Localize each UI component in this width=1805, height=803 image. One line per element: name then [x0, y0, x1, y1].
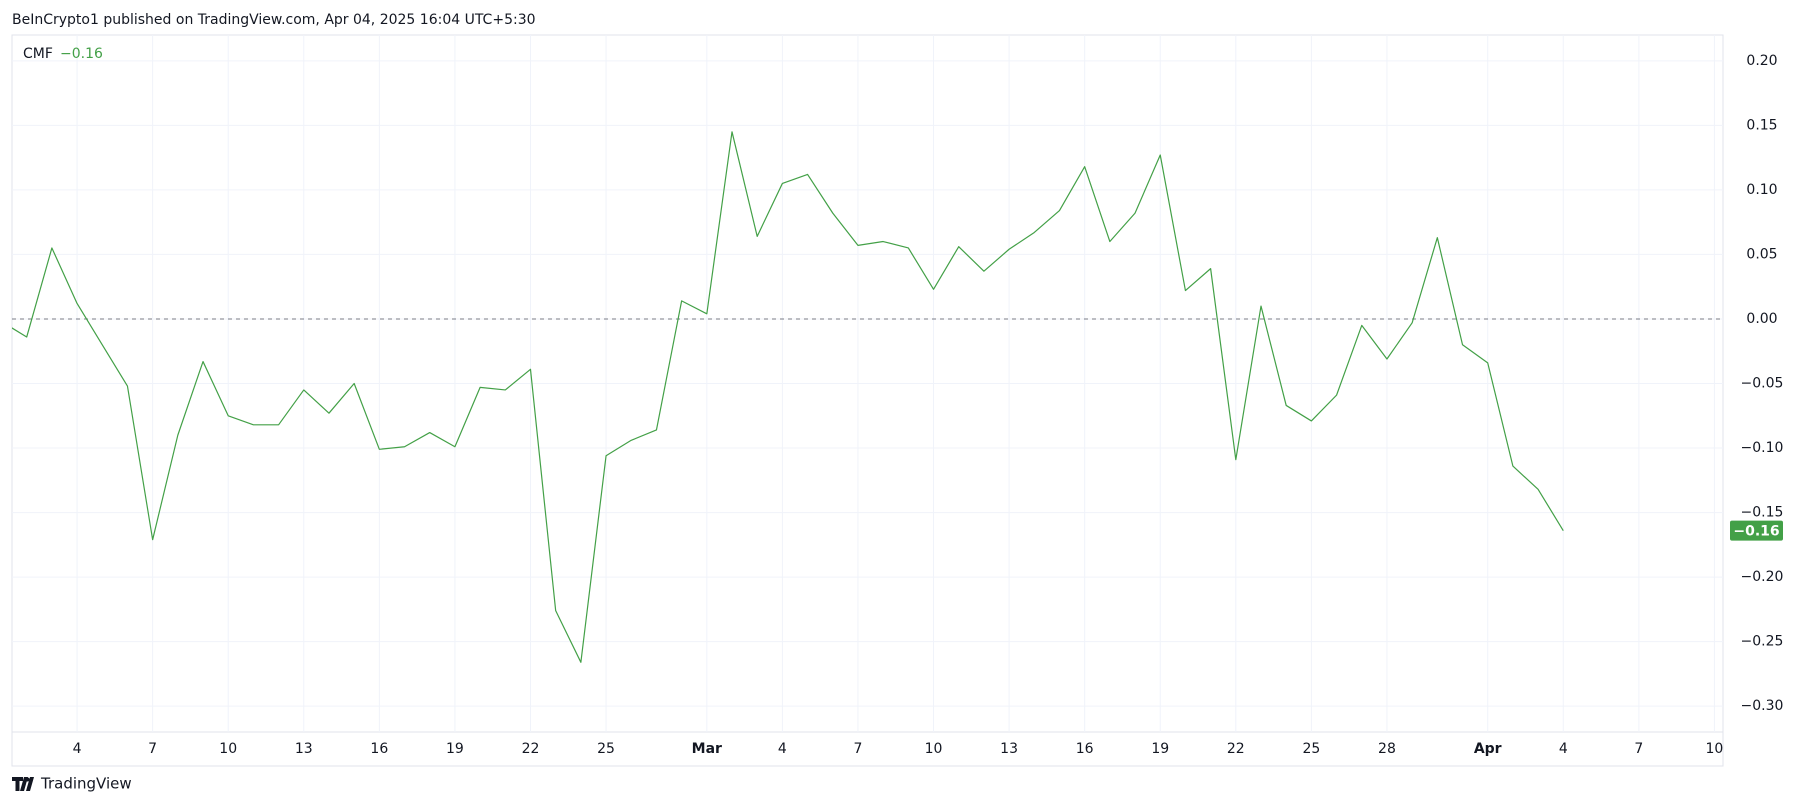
last-value-badge: [1730, 520, 1783, 541]
y-tick-label: −0.10: [1741, 440, 1784, 456]
last-value-label: −0.16: [1733, 524, 1779, 540]
x-tick-label: 4: [778, 741, 787, 757]
y-tick-label: −0.30: [1741, 698, 1784, 714]
y-tick-label: 0.05: [1746, 246, 1777, 262]
x-tick-label: 10: [1706, 741, 1724, 757]
x-tick-label: Mar: [692, 741, 722, 757]
y-tick-label: 0.10: [1746, 182, 1777, 198]
x-tick-label: 7: [853, 741, 862, 757]
x-tick-label: 16: [370, 741, 388, 757]
y-tick-label: 0.00: [1746, 311, 1777, 327]
x-tick-label: 25: [597, 741, 615, 757]
x-tick-label: 25: [1302, 741, 1320, 757]
x-tick-label: 16: [1076, 741, 1094, 757]
footer: TradingView: [40, 775, 132, 793]
x-tick-label: 10: [925, 741, 943, 757]
y-tick-label: −0.15: [1741, 505, 1784, 521]
legend-value: −0.16: [60, 46, 103, 62]
x-tick-label: 19: [446, 741, 464, 757]
x-tick-label: 22: [522, 741, 540, 757]
x-tick-label: 4: [1559, 741, 1568, 757]
y-tick-label: 0.20: [1746, 53, 1777, 69]
x-tick-label: 10: [219, 741, 237, 757]
tv-logo: [12, 777, 34, 791]
x-tick-label: 7: [148, 741, 157, 757]
x-tick-label: Apr: [1474, 741, 1502, 757]
x-tick-label: 13: [295, 741, 313, 757]
y-tick-label: −0.20: [1741, 569, 1784, 585]
x-tick-label: 28: [1378, 741, 1396, 757]
y-tick-label: −0.25: [1741, 634, 1784, 650]
plot-frame: [11, 34, 1724, 767]
x-tick-label: 4: [73, 741, 82, 757]
y-tick-label: 0.15: [1746, 117, 1777, 133]
legend-name: CMF: [23, 46, 53, 62]
x-tick-label: 13: [1000, 741, 1018, 757]
header: BeInCrypto1 published on TradingView.com…: [12, 12, 536, 28]
cmf-line: [12, 131, 1564, 663]
x-tick-label: 22: [1227, 741, 1245, 757]
y-tick-label: −0.05: [1741, 376, 1784, 392]
x-tick-label: 7: [1634, 741, 1643, 757]
x-tick-label: 19: [1151, 741, 1169, 757]
